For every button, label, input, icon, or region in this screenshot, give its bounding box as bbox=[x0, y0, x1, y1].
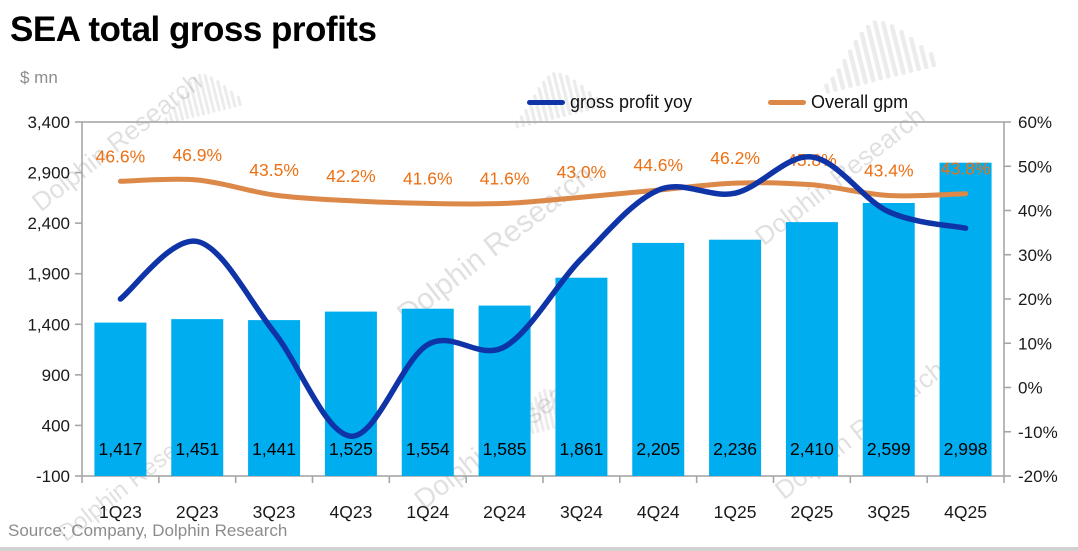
x-axis-category-label: 1Q25 bbox=[714, 502, 757, 522]
x-axis-category-label: 3Q25 bbox=[867, 502, 910, 522]
bar-1Q23 bbox=[94, 322, 147, 476]
gpm-data-label: 45.8% bbox=[787, 150, 837, 170]
gpm-data-label: 46.2% bbox=[710, 148, 760, 168]
gpm-data-label: 43.5% bbox=[249, 160, 299, 180]
gross-profit-yoy-line bbox=[117, 154, 969, 439]
bar-value-label: 1,554 bbox=[406, 439, 450, 459]
gpm-data-label: 41.6% bbox=[403, 168, 453, 188]
bar-value-label: 2,410 bbox=[790, 439, 834, 459]
left-axis-label: 1,400 bbox=[27, 315, 70, 334]
legend-line-swatch-orange-icon bbox=[768, 100, 807, 105]
x-axis-category-label: 3Q23 bbox=[253, 502, 296, 522]
bar-value-label: 1,441 bbox=[252, 439, 296, 459]
right-axis-label: -10% bbox=[1018, 423, 1058, 442]
x-axis-category-label: 2Q25 bbox=[791, 502, 834, 522]
bar-1Q24 bbox=[401, 308, 454, 476]
legend-line-swatch-blue-icon bbox=[527, 100, 565, 105]
legend-item-overall-gpm: Overall gpm bbox=[768, 92, 908, 113]
bar-value-label: 1,525 bbox=[329, 439, 373, 459]
chart-legend: gross profit yoy Overall gpm bbox=[527, 92, 908, 113]
left-axis-label: 400 bbox=[42, 416, 70, 435]
bar-4Q23 bbox=[324, 311, 377, 476]
right-axis-label: 10% bbox=[1018, 334, 1052, 353]
left-axis-label: -100 bbox=[36, 467, 70, 486]
right-axis-label: 40% bbox=[1018, 202, 1052, 221]
right-axis-label: 60% bbox=[1018, 113, 1052, 132]
gpm-data-label: 46.9% bbox=[172, 145, 222, 165]
gpm-data-label: 43.0% bbox=[557, 162, 607, 182]
right-axis-label: 20% bbox=[1018, 290, 1052, 309]
gpm-data-label: 41.6% bbox=[480, 168, 530, 188]
bar-value-label: 2,599 bbox=[867, 439, 911, 459]
x-axis-category-label: 1Q23 bbox=[99, 502, 142, 522]
bar-value-label: 2,236 bbox=[713, 439, 757, 459]
axis-unit-label: $ mn bbox=[20, 68, 58, 87]
x-axis-category-label: 2Q23 bbox=[176, 502, 219, 522]
bottom-divider bbox=[0, 547, 1078, 551]
gpm-data-label: 43.4% bbox=[864, 160, 914, 180]
bar-value-label: 2,205 bbox=[636, 439, 680, 459]
bar-1Q25 bbox=[709, 239, 762, 476]
right-axis-label: -20% bbox=[1018, 467, 1058, 486]
bar-value-label: 1,417 bbox=[99, 439, 143, 459]
left-axis-label: 2,400 bbox=[27, 214, 70, 233]
gpm-data-label: 46.6% bbox=[96, 146, 146, 166]
bar-3Q24 bbox=[555, 277, 608, 476]
bar-value-label: 1,585 bbox=[483, 439, 527, 459]
x-axis-category-label: 3Q24 bbox=[560, 502, 603, 522]
x-axis-category-label: 1Q24 bbox=[406, 502, 449, 522]
bar-value-label: 1,451 bbox=[175, 439, 219, 459]
page-title: SEA total gross profits bbox=[10, 10, 377, 49]
right-axis-label: 50% bbox=[1018, 157, 1052, 176]
bar-4Q25 bbox=[939, 162, 992, 476]
legend-label-overall-gpm: Overall gpm bbox=[811, 92, 909, 112]
left-axis-label: 1,900 bbox=[27, 265, 70, 284]
gpm-data-label: 42.2% bbox=[326, 166, 376, 186]
bar-3Q23 bbox=[248, 320, 301, 476]
left-axis-label: 3,400 bbox=[27, 113, 70, 132]
bar-value-label: 2,998 bbox=[944, 439, 988, 459]
x-axis-category-label: 2Q24 bbox=[483, 502, 526, 522]
left-axis-label: 900 bbox=[42, 366, 70, 385]
x-axis-category-label: 4Q25 bbox=[944, 502, 987, 522]
legend-item-gross-profit-yoy: gross profit yoy bbox=[527, 92, 692, 113]
bar-4Q24 bbox=[632, 242, 685, 476]
bar-2Q23 bbox=[171, 319, 224, 476]
gpm-data-label: 44.6% bbox=[633, 155, 683, 175]
gpm-data-label: 43.8% bbox=[941, 159, 991, 179]
source-note: Source: Company, Dolphin Research bbox=[8, 521, 288, 540]
overall-gpm-line bbox=[117, 176, 969, 207]
right-axis-label: 0% bbox=[1018, 379, 1043, 398]
bar-3Q25 bbox=[862, 203, 915, 476]
legend-label-gross-profit-yoy: gross profit yoy bbox=[570, 92, 693, 112]
right-axis-label: 30% bbox=[1018, 246, 1052, 265]
left-axis-label: 2,900 bbox=[27, 164, 70, 183]
x-axis-category-label: 4Q24 bbox=[637, 502, 680, 522]
bar-value-label: 1,861 bbox=[560, 439, 604, 459]
bar-2Q25 bbox=[785, 222, 838, 476]
x-axis-category-label: 4Q23 bbox=[330, 502, 373, 522]
